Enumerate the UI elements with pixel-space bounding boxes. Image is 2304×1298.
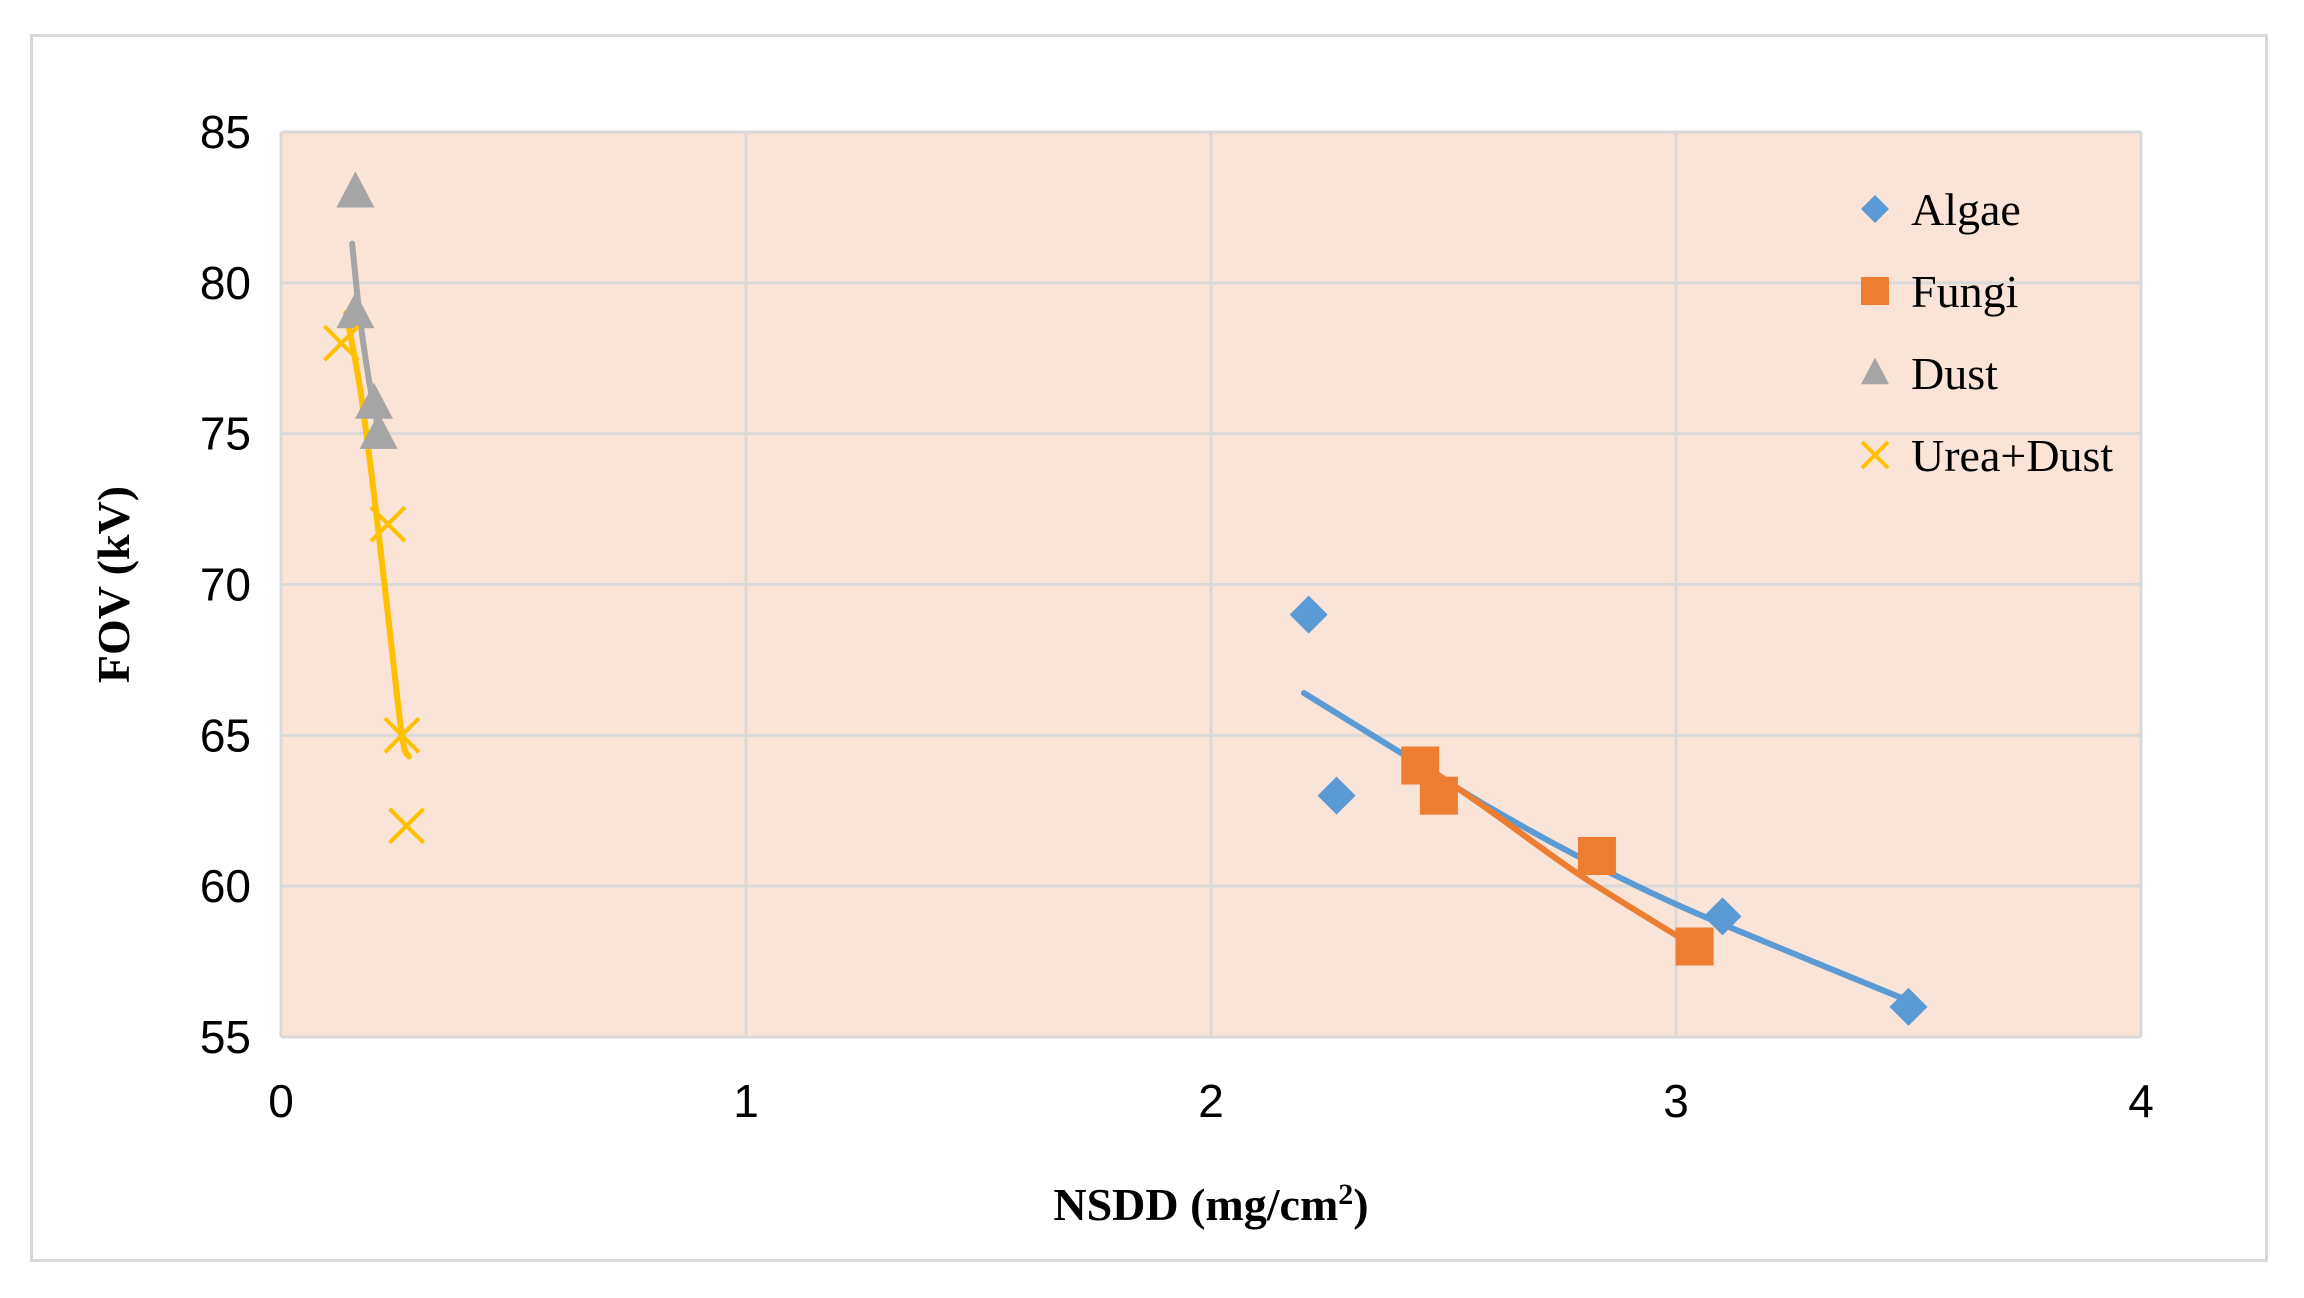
x-tick-labels: 0 1 2 3 4 bbox=[268, 1075, 2154, 1127]
x-marker-stroke bbox=[1860, 440, 1890, 470]
x-marker-stroke bbox=[369, 505, 407, 543]
urea-dust-point bbox=[388, 807, 425, 845]
algae-point bbox=[1289, 595, 1328, 634]
x-tick-label: 1 bbox=[733, 1075, 759, 1127]
y-tick-label: 75 bbox=[200, 408, 251, 460]
y-axis-title: FOV (kV) bbox=[88, 486, 139, 683]
urea-dust-legend-marker bbox=[1860, 440, 1890, 470]
y-tick-label: 60 bbox=[200, 860, 251, 912]
dust-point bbox=[336, 171, 375, 208]
algae-legend-label: Algae bbox=[1911, 184, 2021, 235]
dust-point bbox=[336, 292, 375, 329]
dust-point bbox=[355, 382, 393, 419]
x-tick-label: 0 bbox=[268, 1075, 294, 1127]
y-tick-labels: 55 60 65 70 75 80 85 bbox=[200, 106, 251, 1063]
x-tick-label: 2 bbox=[1198, 1075, 1224, 1127]
y-tick-label: 65 bbox=[200, 709, 251, 761]
legend: Algae Fungi Dust Urea+Dust bbox=[1860, 184, 2113, 481]
urea-dust-legend-label: Urea+Dust bbox=[1911, 430, 2113, 481]
algae-point bbox=[1889, 987, 1928, 1026]
y-tick-label: 80 bbox=[200, 257, 251, 309]
x-tick-label: 3 bbox=[1663, 1075, 1689, 1127]
algae-point bbox=[1703, 897, 1742, 936]
x-axis-title-main: NSDD (mg/cm bbox=[1053, 1179, 1338, 1230]
urea-dust-point bbox=[323, 324, 360, 362]
urea-dust-point bbox=[383, 716, 421, 754]
data-points bbox=[323, 171, 1928, 1026]
y-tick-label: 70 bbox=[200, 559, 251, 611]
urea-dust-point bbox=[369, 505, 407, 543]
x-marker-stroke bbox=[383, 716, 421, 754]
dust-legend-marker bbox=[1861, 357, 1889, 385]
dust-point bbox=[359, 412, 398, 449]
x-marker-stroke bbox=[323, 324, 360, 362]
fungi-point bbox=[1675, 927, 1714, 966]
fungi-legend-label: Fungi bbox=[1911, 266, 2018, 317]
y-tick-label: 55 bbox=[200, 1011, 251, 1063]
x-tick-label: 4 bbox=[2128, 1075, 2154, 1127]
algae-point bbox=[1317, 776, 1356, 815]
fungi-point bbox=[1419, 776, 1458, 815]
gridlines bbox=[279, 130, 2143, 1039]
y-tick-label: 85 bbox=[200, 106, 251, 158]
x-axis-title-end: ) bbox=[1353, 1179, 1368, 1230]
fungi-point bbox=[1577, 837, 1616, 875]
fungi-legend-marker bbox=[1861, 277, 1889, 305]
algae-legend-marker bbox=[1861, 195, 1889, 223]
x-axis-title-superscript: 2 bbox=[1338, 1178, 1353, 1211]
x-axis-title: NSDD (mg/cm2) bbox=[1053, 1178, 1368, 1231]
dust-legend-label: Dust bbox=[1911, 348, 1998, 399]
x-marker-stroke bbox=[388, 807, 425, 845]
